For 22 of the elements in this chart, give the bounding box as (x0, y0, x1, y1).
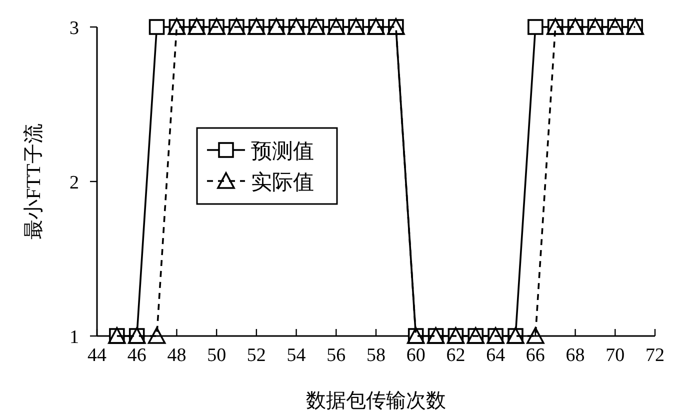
x-tick-label: 46 (127, 345, 146, 366)
legend-label: 预测值 (251, 139, 314, 163)
legend-label: 实际值 (251, 170, 314, 194)
x-tick-label: 56 (326, 345, 346, 366)
x-tick-label: 64 (486, 345, 506, 366)
x-tick-label: 52 (246, 345, 266, 366)
x-tick-label: 72 (646, 345, 664, 366)
x-tick-label: 58 (366, 345, 386, 366)
x-tick-label: 66 (526, 345, 545, 366)
x-tick-label: 44 (88, 345, 107, 366)
y-tick-label: 1 (70, 327, 79, 348)
y-tick-label: 3 (70, 18, 79, 39)
x-axis-title: 数据包传输次数 (306, 390, 446, 412)
x-tick-label: 54 (286, 345, 306, 366)
x-tick-label: 60 (406, 345, 426, 366)
x-tick-label: 48 (167, 345, 186, 366)
x-tick-label: 70 (606, 345, 625, 366)
y-axis-title: 最小FTT子流 (23, 124, 45, 240)
x-tick-label: 68 (566, 345, 585, 366)
x-tick-label: 50 (207, 345, 226, 366)
x-tick-label: 62 (446, 345, 466, 366)
y-tick-label: 2 (70, 172, 79, 194)
